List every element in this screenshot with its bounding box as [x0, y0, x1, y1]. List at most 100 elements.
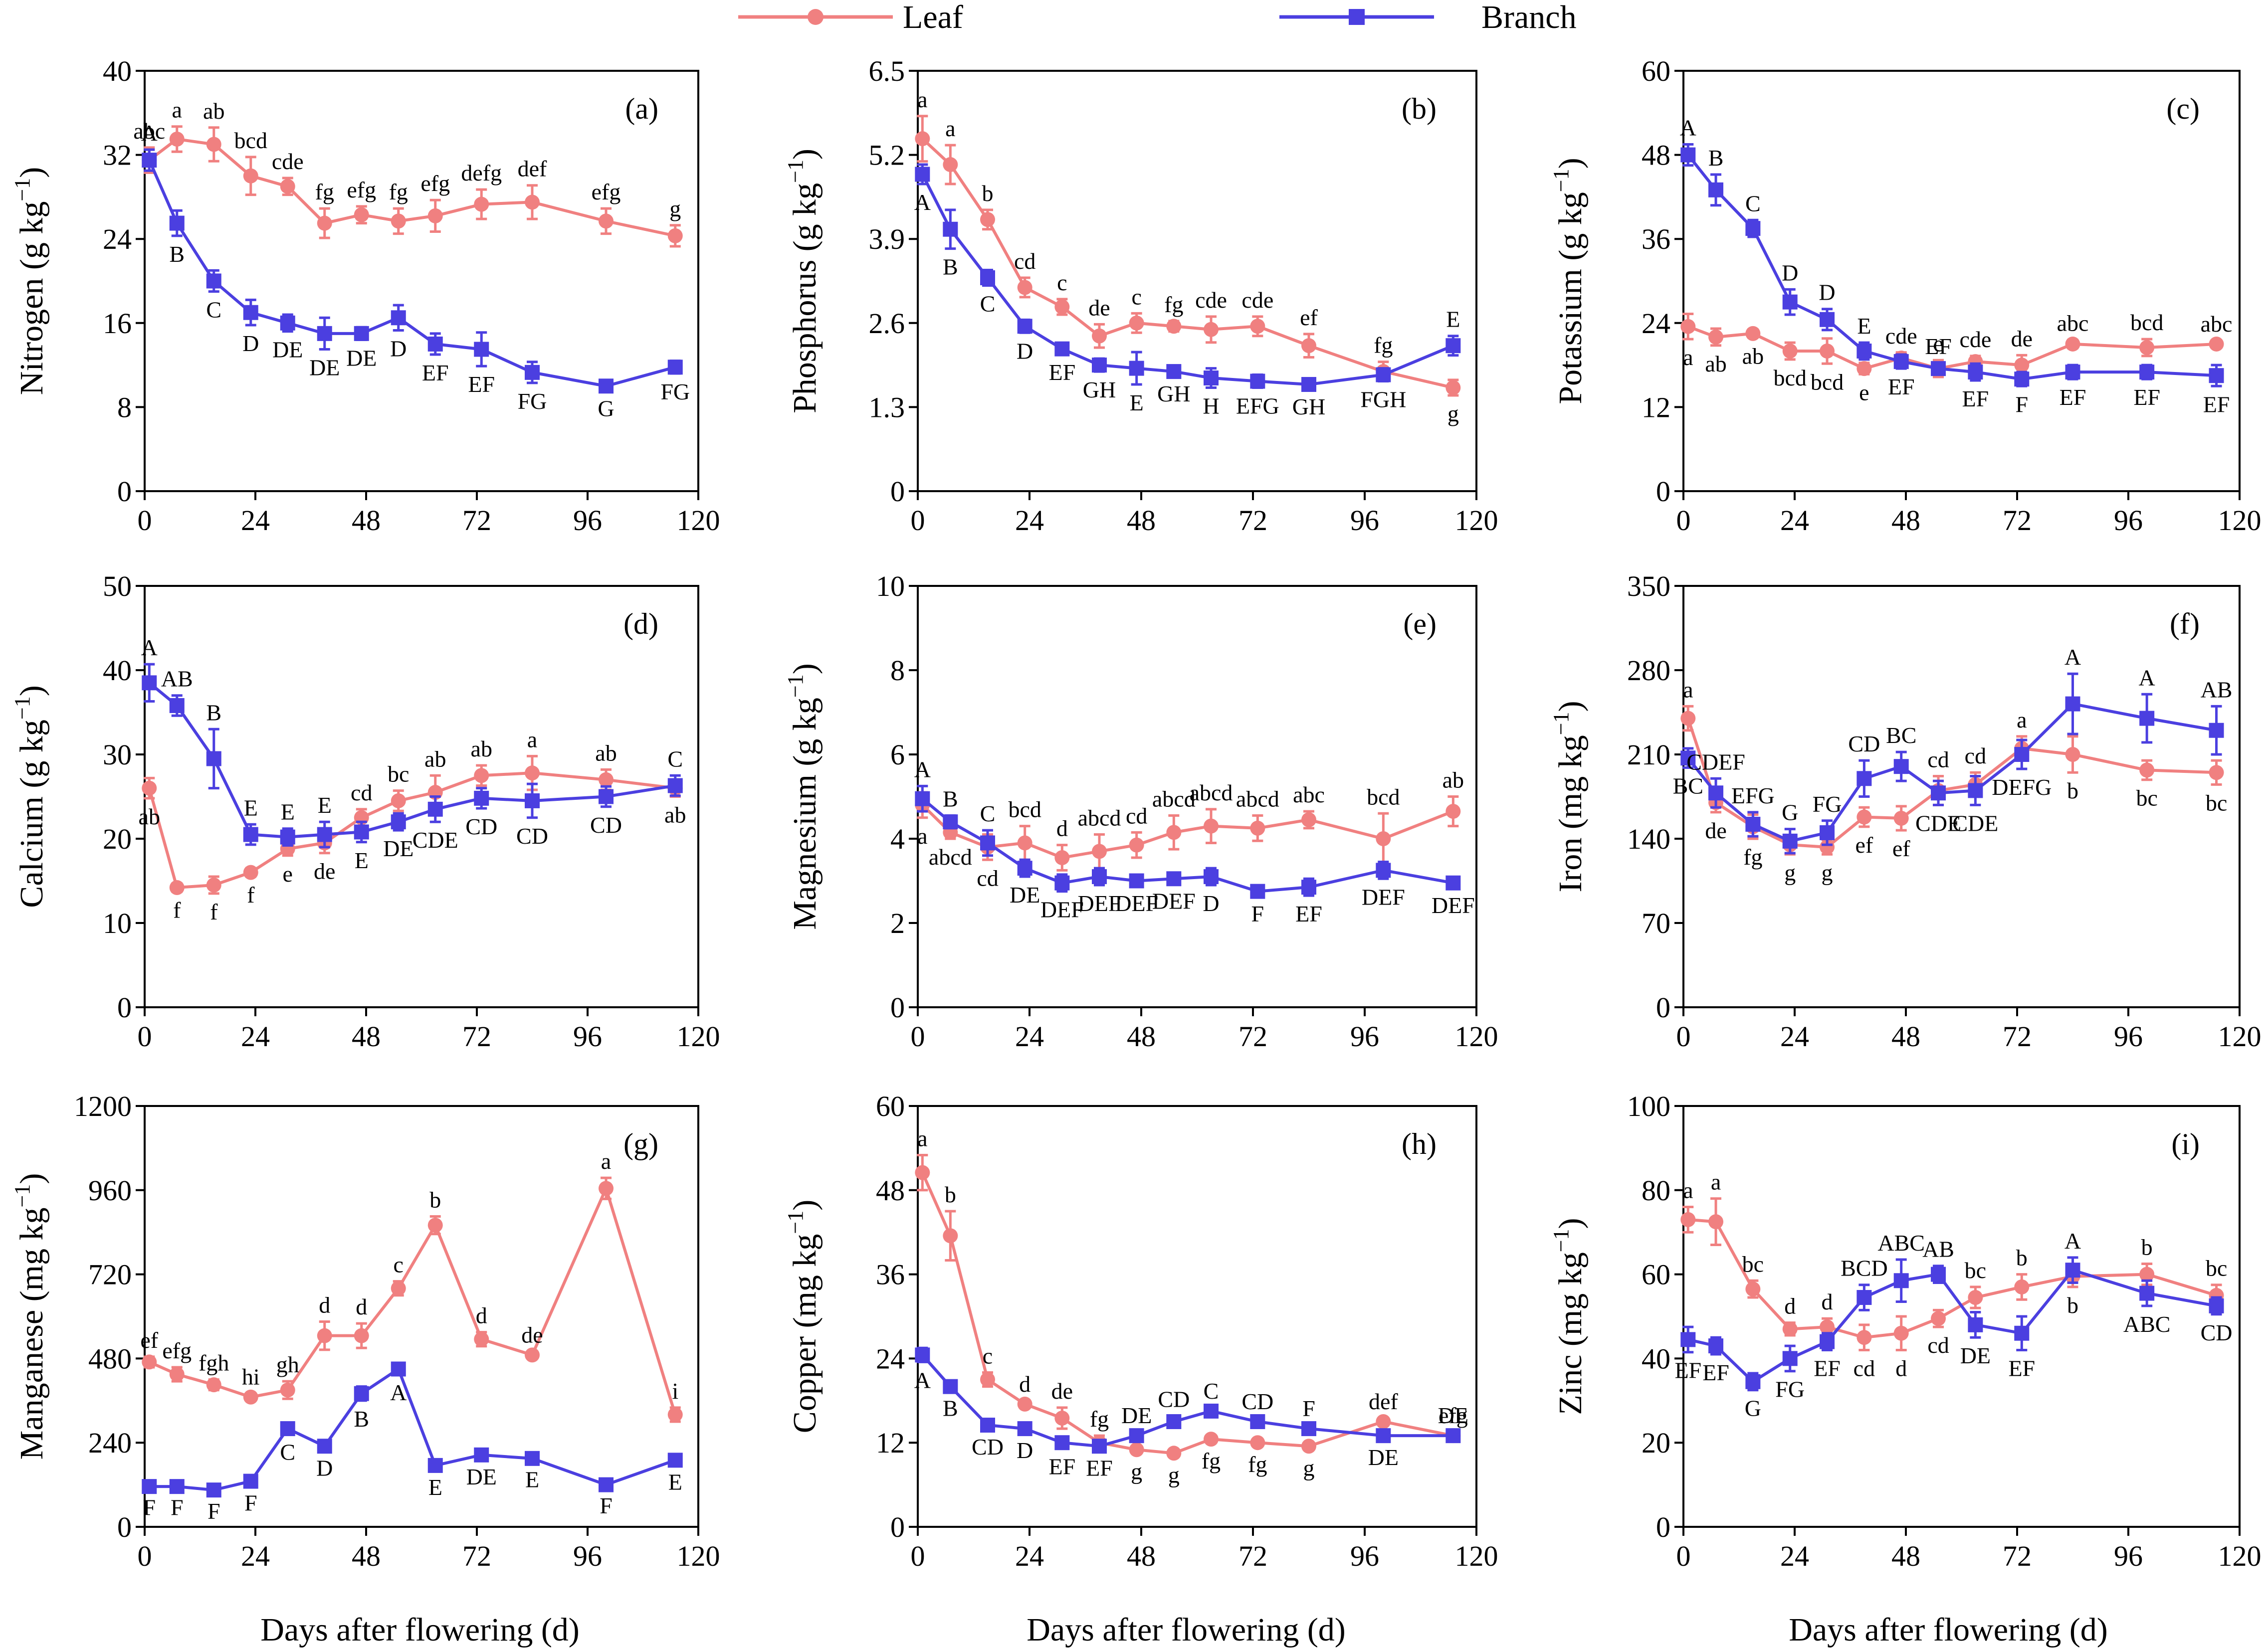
x-tick-label: 0: [1676, 1020, 1691, 1053]
data-point: [2209, 1298, 2224, 1313]
data-point: [1931, 361, 1946, 376]
x-tick-label: 120: [1455, 504, 1498, 537]
significance-label: DE: [1010, 882, 1040, 908]
data-point: [427, 336, 443, 352]
panel-tag: (e): [1403, 607, 1437, 640]
x-tick-label: 96: [1350, 1020, 1379, 1053]
data-point: [2139, 365, 2155, 380]
significance-label: EF: [1925, 334, 1952, 359]
data-point: [1745, 326, 1761, 341]
data-point: [1204, 370, 1219, 386]
significance-label: DEF: [1115, 891, 1158, 916]
significance-label: FG: [1775, 1377, 1805, 1402]
data-point: [525, 793, 540, 808]
significance-label: cd: [1854, 1356, 1875, 1381]
data-point: [915, 1347, 930, 1363]
y-tick-label: 0: [1656, 1511, 1670, 1543]
y-tick-label: 24: [103, 223, 132, 255]
y-tick-label: 30: [103, 738, 132, 771]
y-axis-title: Phosphorus (g kg−1): [783, 149, 823, 413]
significance-label: F: [143, 1495, 156, 1520]
significance-label: efg: [347, 177, 376, 202]
data-point: [1680, 147, 1696, 163]
data-point: [2209, 368, 2224, 383]
significance-label: E: [355, 848, 369, 873]
y-tick-label: 0: [1656, 991, 1670, 1024]
data-point: [525, 1347, 540, 1363]
significance-label: cd: [1927, 746, 1949, 772]
significance-label: c: [1057, 270, 1067, 295]
data-point: [1250, 373, 1265, 389]
x-tick-label: 120: [1455, 1020, 1498, 1053]
data-point: [1745, 1374, 1761, 1389]
data-point: [2014, 1279, 2030, 1294]
significance-label: C: [280, 1440, 295, 1465]
data-point: [1856, 1290, 1872, 1305]
x-tick-label: 120: [677, 1020, 720, 1053]
significance-label: DEF: [1078, 891, 1121, 916]
y-tick-label: 60: [1642, 1259, 1670, 1291]
data-point: [1820, 825, 1835, 840]
data-point: [1931, 1267, 1946, 1282]
data-point: [1445, 875, 1461, 891]
significance-label: E: [1130, 390, 1144, 415]
data-point: [1017, 280, 1032, 295]
data-point: [2014, 358, 2030, 373]
significance-label: abc: [2057, 311, 2089, 336]
data-point: [1166, 1414, 1182, 1429]
data-point: [142, 780, 157, 796]
significance-label: CD: [1241, 1389, 1273, 1414]
significance-label: GH: [1083, 377, 1116, 402]
data-point: [599, 772, 614, 787]
data-point: [1931, 1311, 1946, 1326]
significance-label: C: [1745, 190, 1761, 216]
y-axis-title: Zinc (mg kg−1): [1549, 1218, 1589, 1415]
significance-label: fg: [1743, 844, 1762, 870]
significance-label: H: [1203, 393, 1219, 418]
significance-label: bc: [2206, 790, 2227, 815]
data-point: [243, 827, 258, 842]
significance-label: d: [356, 1294, 367, 1319]
data-point: [206, 137, 221, 152]
significance-label: F: [1302, 1396, 1315, 1421]
y-tick-label: 24: [876, 1342, 905, 1375]
data-point: [1968, 783, 1983, 798]
significance-label: CD: [1848, 731, 1880, 756]
significance-label: EF: [1674, 1358, 1701, 1383]
y-axis-title: Nitrogen (g kg−1): [10, 167, 50, 395]
data-point: [169, 215, 185, 231]
significance-label: A: [2064, 1228, 2081, 1254]
x-tick-label: 72: [2003, 1540, 2032, 1572]
data-point: [1204, 818, 1219, 834]
data-point: [317, 215, 332, 231]
significance-label: c: [983, 1343, 993, 1369]
x-tick-label: 48: [1891, 1540, 1920, 1572]
significance-label: A: [914, 1367, 931, 1393]
data-point: [1376, 367, 1391, 382]
x-tick-label: 24: [241, 1540, 270, 1572]
chart-panel-6: 0 70 140 210 280 350 0 24 48 72 96 120 Iron (mg kg−1…: [1549, 570, 2262, 1053]
y-tick-label: 720: [88, 1259, 132, 1291]
y-tick-label: 10: [103, 907, 132, 939]
data-point: [427, 1458, 443, 1473]
significance-label: GH: [1292, 394, 1325, 419]
data-point: [427, 208, 443, 223]
data-point: [169, 698, 185, 713]
significance-label: ef: [1856, 832, 1873, 858]
x-tick-label: 96: [573, 504, 602, 537]
y-tick-label: 0: [117, 1511, 132, 1543]
data-point: [1745, 817, 1761, 832]
data-point: [1092, 328, 1107, 344]
data-point: [2139, 711, 2155, 726]
data-point: [1129, 873, 1144, 889]
significance-label: CD: [972, 1434, 1004, 1460]
data-point: [1204, 1432, 1219, 1447]
series-branch: A BCD EF GH E GH H EFG GH FGH E: [914, 163, 1461, 419]
significance-label: cde: [1195, 287, 1227, 313]
data-point: [243, 1389, 258, 1405]
